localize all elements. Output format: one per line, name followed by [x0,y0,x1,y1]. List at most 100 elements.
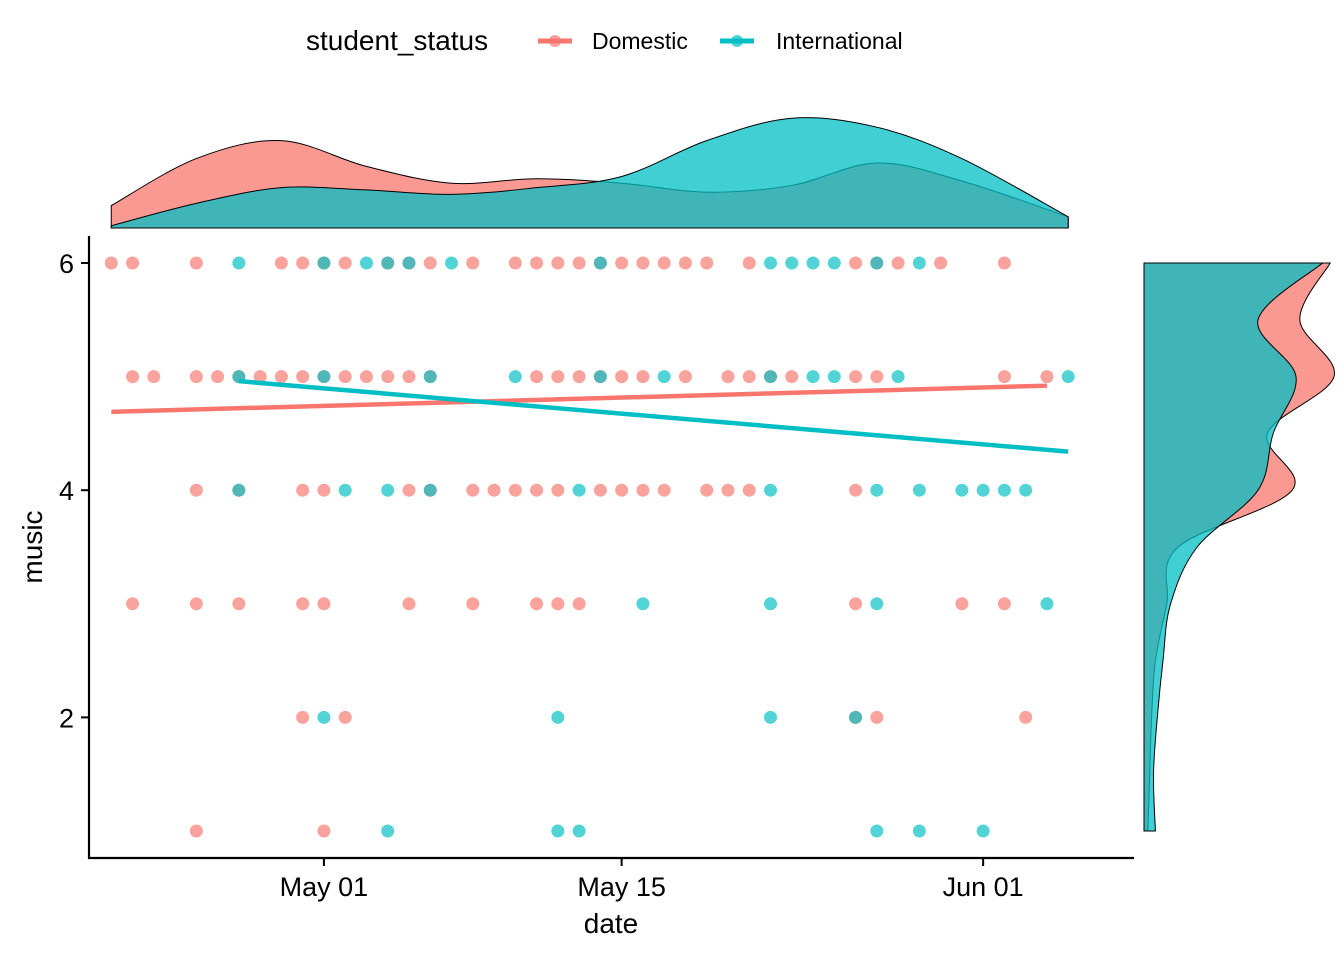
data-point-domestic [657,483,671,497]
data-point-domestic [189,824,203,838]
data-point-international [763,597,777,611]
data-point-international [593,256,607,270]
data-point-domestic [296,370,310,384]
x-tick-label: May 15 [577,872,666,902]
data-point-domestic [572,370,586,384]
data-point-domestic [997,256,1011,270]
data-point-domestic [466,597,480,611]
data-point-domestic [338,710,352,724]
data-point-international [997,483,1011,497]
data-point-domestic [870,370,884,384]
data-point-domestic [253,370,267,384]
x-tick-label: Jun 01 [943,872,1024,902]
data-point-international [551,824,565,838]
data-point-international [763,256,777,270]
data-point-domestic [211,370,225,384]
data-point-domestic [189,483,203,497]
legend: student_status Domestic International [306,25,903,56]
data-point-domestic [274,256,288,270]
data-point-international [657,370,671,384]
data-point-domestic [359,370,373,384]
data-point-international [849,710,863,724]
y-axis-ticks: 2 4 6 [59,249,89,733]
trend-line-international [238,378,1069,454]
data-point-domestic [551,256,565,270]
data-point-domestic [530,256,544,270]
data-point-international [912,483,926,497]
data-point-domestic [742,256,756,270]
data-point-international [232,483,246,497]
data-point-domestic [296,256,310,270]
top-density-international [110,117,1069,229]
data-point-international [1040,597,1054,611]
data-point-domestic [104,256,118,270]
data-point-domestic [678,370,692,384]
data-point-international [870,597,884,611]
data-point-domestic [742,370,756,384]
data-point-domestic [572,256,586,270]
data-point-international [806,370,820,384]
axes: May 01 May 15 Jun 01 2 4 6 date music [17,236,1134,939]
data-point-domestic [849,483,863,497]
data-point-domestic [381,370,395,384]
data-point-domestic [997,370,1011,384]
data-point-domestic [126,256,140,270]
data-point-domestic [551,483,565,497]
data-point-domestic [1019,710,1033,724]
data-point-domestic [338,370,352,384]
right-density-international [1143,262,1324,832]
data-point-domestic [615,370,629,384]
data-point-international [338,483,352,497]
data-point-domestic [466,483,480,497]
data-point-international [636,597,650,611]
data-point-domestic [530,597,544,611]
data-point-domestic [189,370,203,384]
x-axis-ticks: May 01 May 15 Jun 01 [280,858,1024,902]
data-point-domestic [593,483,607,497]
data-point-domestic [678,256,692,270]
data-point-international [827,370,841,384]
data-point-domestic [189,597,203,611]
data-point-domestic [870,710,884,724]
data-point-international [870,824,884,838]
data-point-domestic [466,256,480,270]
data-point-domestic [317,597,331,611]
data-point-international [891,370,905,384]
data-point-domestic [636,370,650,384]
data-point-domestic [147,370,161,384]
data-point-international [381,824,395,838]
data-point-domestic [402,597,416,611]
data-point-domestic [551,597,565,611]
legend-title: student_status [306,25,488,56]
data-point-international [912,824,926,838]
data-point-international [551,710,565,724]
data-point-international [912,256,926,270]
data-point-domestic [551,370,565,384]
data-point-domestic [849,370,863,384]
y-axis-title: music [17,510,48,583]
right-marginal-density [1143,262,1335,832]
y-tick-label: 2 [59,703,74,733]
data-point-international [976,824,990,838]
data-point-domestic [274,370,288,384]
data-points [104,256,1075,838]
data-point-domestic [232,597,246,611]
data-point-international [317,256,331,270]
data-point-international [763,483,777,497]
data-point-domestic [785,370,799,384]
data-point-domestic [955,597,969,611]
data-point-domestic [572,597,586,611]
data-point-domestic [189,256,203,270]
trend-lines [111,378,1069,454]
data-point-international [1061,370,1075,384]
data-point-international [381,483,395,497]
data-point-domestic [338,256,352,270]
data-point-domestic [487,483,501,497]
data-point-domestic [997,597,1011,611]
data-point-international [402,256,416,270]
data-point-international [317,710,331,724]
top-marginal-density [110,117,1069,229]
legend-key-domestic-point [549,35,561,47]
data-point-domestic [657,256,671,270]
data-point-international [827,256,841,270]
